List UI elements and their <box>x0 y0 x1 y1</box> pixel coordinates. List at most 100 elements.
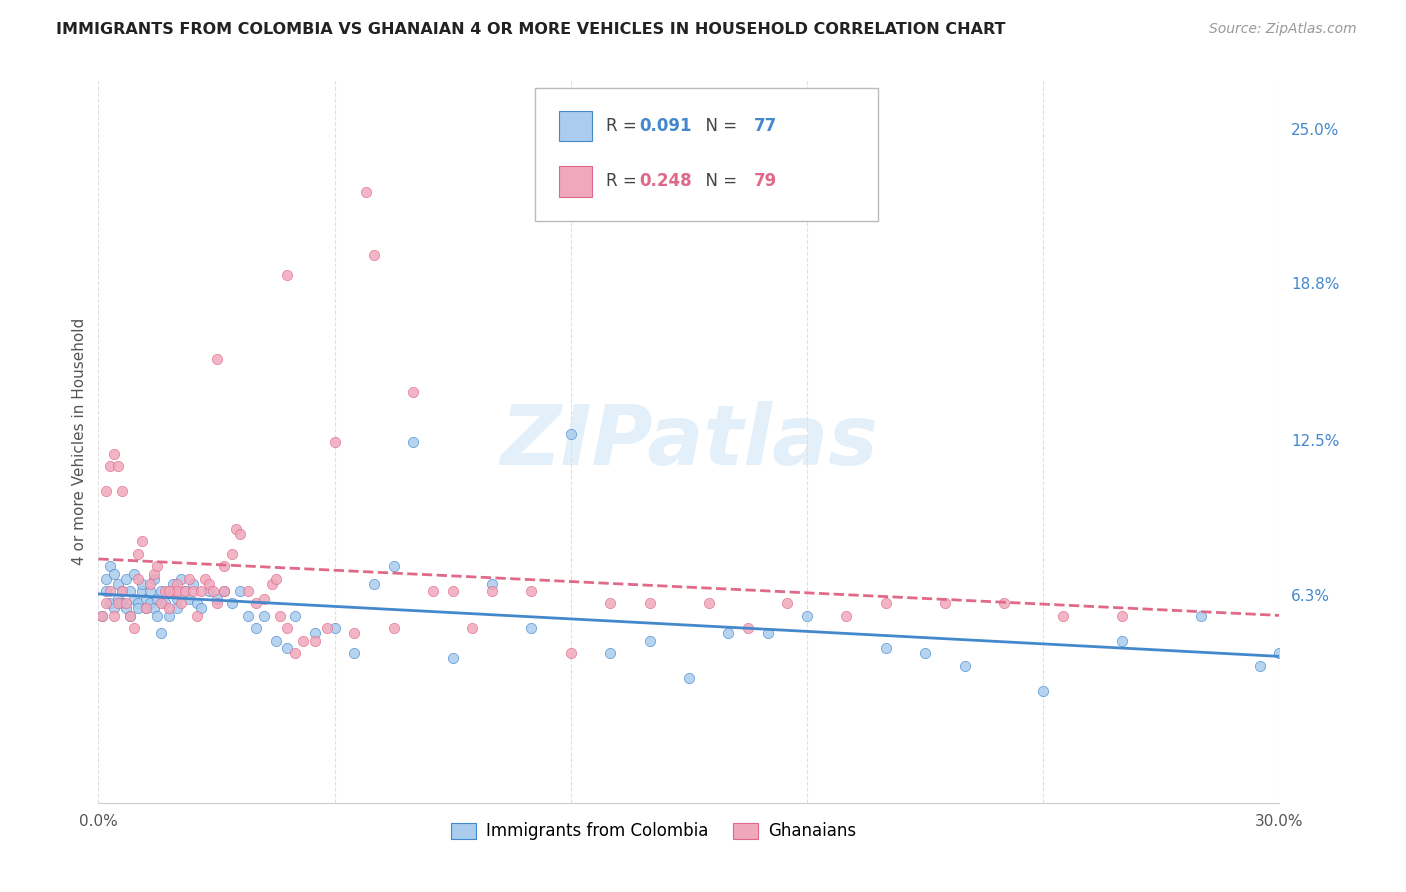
Point <box>197 576 219 591</box>
Point <box>1111 633 1133 648</box>
Point <box>118 584 141 599</box>
Point <box>304 633 326 648</box>
Point <box>205 352 228 367</box>
Point <box>107 597 129 611</box>
Point <box>111 484 134 499</box>
Point <box>186 609 208 624</box>
Point <box>323 621 346 635</box>
Point <box>276 641 298 656</box>
Point <box>1189 609 1212 624</box>
Point <box>245 621 267 635</box>
Text: 0.248: 0.248 <box>640 172 692 190</box>
Point <box>91 609 114 624</box>
Point <box>127 572 149 586</box>
Point <box>229 526 252 541</box>
Text: 25.0%: 25.0% <box>1291 122 1340 137</box>
Point <box>441 584 464 599</box>
Point <box>96 584 118 599</box>
Point <box>276 268 298 282</box>
Point <box>236 584 259 599</box>
Point <box>461 621 484 635</box>
Point <box>638 597 661 611</box>
Point <box>1249 658 1271 673</box>
FancyBboxPatch shape <box>560 166 592 196</box>
Point <box>363 576 385 591</box>
Point <box>253 591 276 606</box>
Point <box>166 601 188 615</box>
Point <box>481 584 503 599</box>
Point <box>96 572 118 586</box>
Point <box>269 609 291 624</box>
Point <box>201 584 224 599</box>
Point <box>914 646 936 660</box>
Point <box>186 597 208 611</box>
Point <box>111 584 134 599</box>
Point <box>520 621 543 635</box>
Point <box>205 591 228 606</box>
Point <box>146 609 169 624</box>
Point <box>127 597 149 611</box>
Point <box>127 601 149 615</box>
Text: 79: 79 <box>754 172 778 190</box>
Point <box>229 584 252 599</box>
Text: 6.3%: 6.3% <box>1291 589 1330 604</box>
Point <box>717 626 740 640</box>
Point <box>103 566 125 581</box>
Point <box>122 566 145 581</box>
Point <box>560 427 582 442</box>
Point <box>221 597 243 611</box>
Point <box>292 633 315 648</box>
Text: N =: N = <box>695 117 742 135</box>
Point <box>103 609 125 624</box>
Point <box>796 609 818 624</box>
Point <box>214 584 236 599</box>
Point <box>225 522 247 536</box>
Point <box>107 576 129 591</box>
Point <box>1111 609 1133 624</box>
Point <box>1052 609 1074 624</box>
Text: Source: ZipAtlas.com: Source: ZipAtlas.com <box>1209 22 1357 37</box>
Point <box>155 584 177 599</box>
Text: 77: 77 <box>754 117 778 135</box>
Point <box>1268 646 1291 660</box>
Point <box>776 597 799 611</box>
Point <box>146 559 169 574</box>
Point <box>422 584 444 599</box>
Point <box>174 584 197 599</box>
Point <box>323 434 346 449</box>
Point <box>260 576 283 591</box>
Point <box>150 626 173 640</box>
Text: R =: R = <box>606 117 643 135</box>
Point <box>115 597 138 611</box>
Point <box>138 576 160 591</box>
Point <box>174 584 197 599</box>
Point <box>382 559 405 574</box>
Point <box>599 597 621 611</box>
Point <box>1032 683 1054 698</box>
Point <box>835 609 858 624</box>
Point <box>131 584 153 599</box>
Text: 0.091: 0.091 <box>640 117 692 135</box>
Point <box>264 572 287 586</box>
FancyBboxPatch shape <box>560 111 592 141</box>
Point <box>166 584 188 599</box>
Point <box>214 584 236 599</box>
Point <box>953 658 976 673</box>
Point <box>520 584 543 599</box>
Point <box>111 584 134 599</box>
Point <box>166 591 188 606</box>
Point <box>363 248 385 262</box>
Text: 12.5%: 12.5% <box>1291 434 1340 449</box>
Point <box>118 609 141 624</box>
Point <box>638 633 661 648</box>
Point <box>162 576 184 591</box>
Point <box>205 597 228 611</box>
Point <box>343 626 366 640</box>
Point <box>115 601 138 615</box>
Point <box>343 646 366 660</box>
Point <box>142 566 165 581</box>
Point <box>118 609 141 624</box>
Point <box>402 434 425 449</box>
Point <box>96 484 118 499</box>
Point <box>157 601 180 615</box>
